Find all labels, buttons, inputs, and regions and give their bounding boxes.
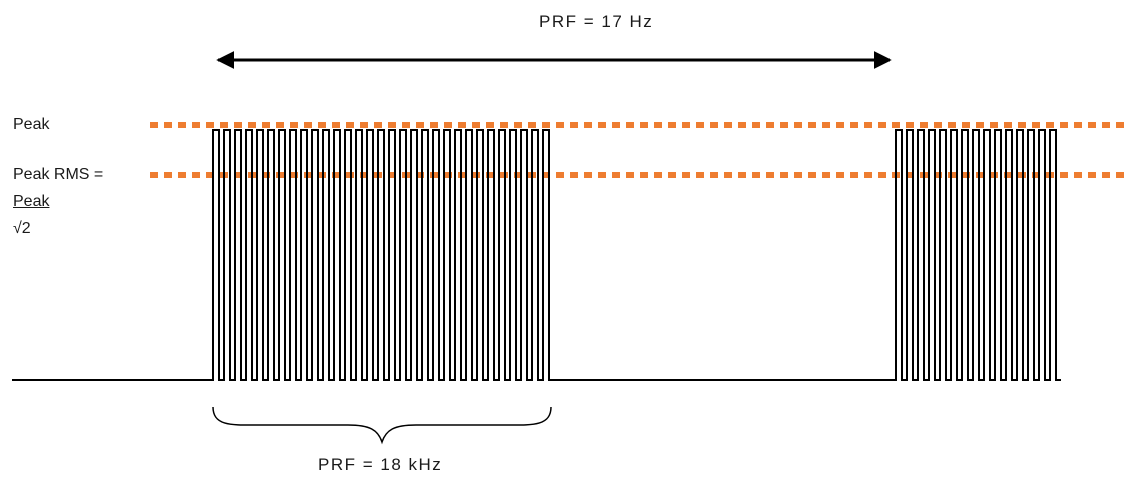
peak-rms-label: Peak RMS = <box>13 166 104 183</box>
peak-fraction-numerator: Peak <box>13 193 50 210</box>
prf-17hz-label: PRF = 17 Hz <box>539 12 654 31</box>
peak-fraction-denominator: √2 <box>13 220 31 237</box>
pulse-waveform <box>12 129 1061 381</box>
burst-brace <box>212 406 552 445</box>
prf-18khz-label: PRF = 18 kHz <box>318 455 443 474</box>
peak-label: Peak <box>13 116 50 133</box>
